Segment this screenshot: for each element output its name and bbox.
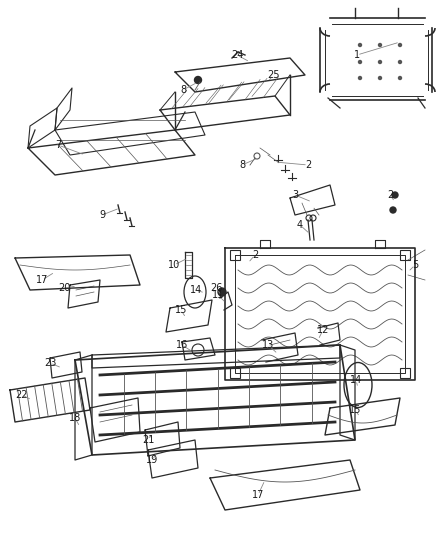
Text: 10: 10: [168, 260, 180, 270]
Circle shape: [378, 61, 381, 63]
Text: 7: 7: [55, 140, 61, 150]
Circle shape: [399, 44, 402, 46]
Circle shape: [358, 61, 361, 63]
Text: 11: 11: [212, 290, 224, 300]
Text: 14: 14: [190, 285, 202, 295]
Text: 16: 16: [176, 340, 188, 350]
Text: 1: 1: [354, 50, 360, 60]
Text: 24: 24: [231, 50, 243, 60]
Text: 3: 3: [292, 190, 298, 200]
Text: 14: 14: [350, 375, 362, 385]
Text: 2: 2: [305, 160, 311, 170]
Circle shape: [378, 44, 381, 46]
Text: 8: 8: [180, 85, 186, 95]
Text: 20: 20: [58, 283, 70, 293]
Text: 23: 23: [44, 358, 56, 368]
Text: 12: 12: [317, 325, 329, 335]
Text: 2: 2: [387, 190, 393, 200]
Text: 17: 17: [252, 490, 264, 500]
Circle shape: [399, 77, 402, 79]
Text: 19: 19: [146, 455, 158, 465]
Text: 5: 5: [412, 260, 418, 270]
Text: 22: 22: [16, 390, 28, 400]
Text: 17: 17: [36, 275, 48, 285]
Text: 18: 18: [69, 413, 81, 423]
Bar: [230, 250, 240, 260]
Text: 4: 4: [297, 220, 303, 230]
Circle shape: [399, 61, 402, 63]
Text: 26: 26: [210, 283, 222, 293]
Text: 9: 9: [99, 210, 105, 220]
Circle shape: [390, 207, 396, 213]
Circle shape: [378, 77, 381, 79]
Text: 8: 8: [239, 160, 245, 170]
Text: 25: 25: [267, 70, 279, 80]
Text: 2: 2: [252, 250, 258, 260]
Bar: [400, 368, 410, 378]
Bar: [230, 368, 240, 378]
Circle shape: [358, 77, 361, 79]
Circle shape: [358, 44, 361, 46]
Circle shape: [218, 288, 226, 296]
Text: 13: 13: [262, 340, 274, 350]
Text: 21: 21: [142, 435, 154, 445]
Text: 15: 15: [175, 305, 187, 315]
Text: 15: 15: [349, 405, 361, 415]
Circle shape: [392, 192, 398, 198]
Bar: [400, 250, 410, 260]
Circle shape: [194, 77, 201, 84]
